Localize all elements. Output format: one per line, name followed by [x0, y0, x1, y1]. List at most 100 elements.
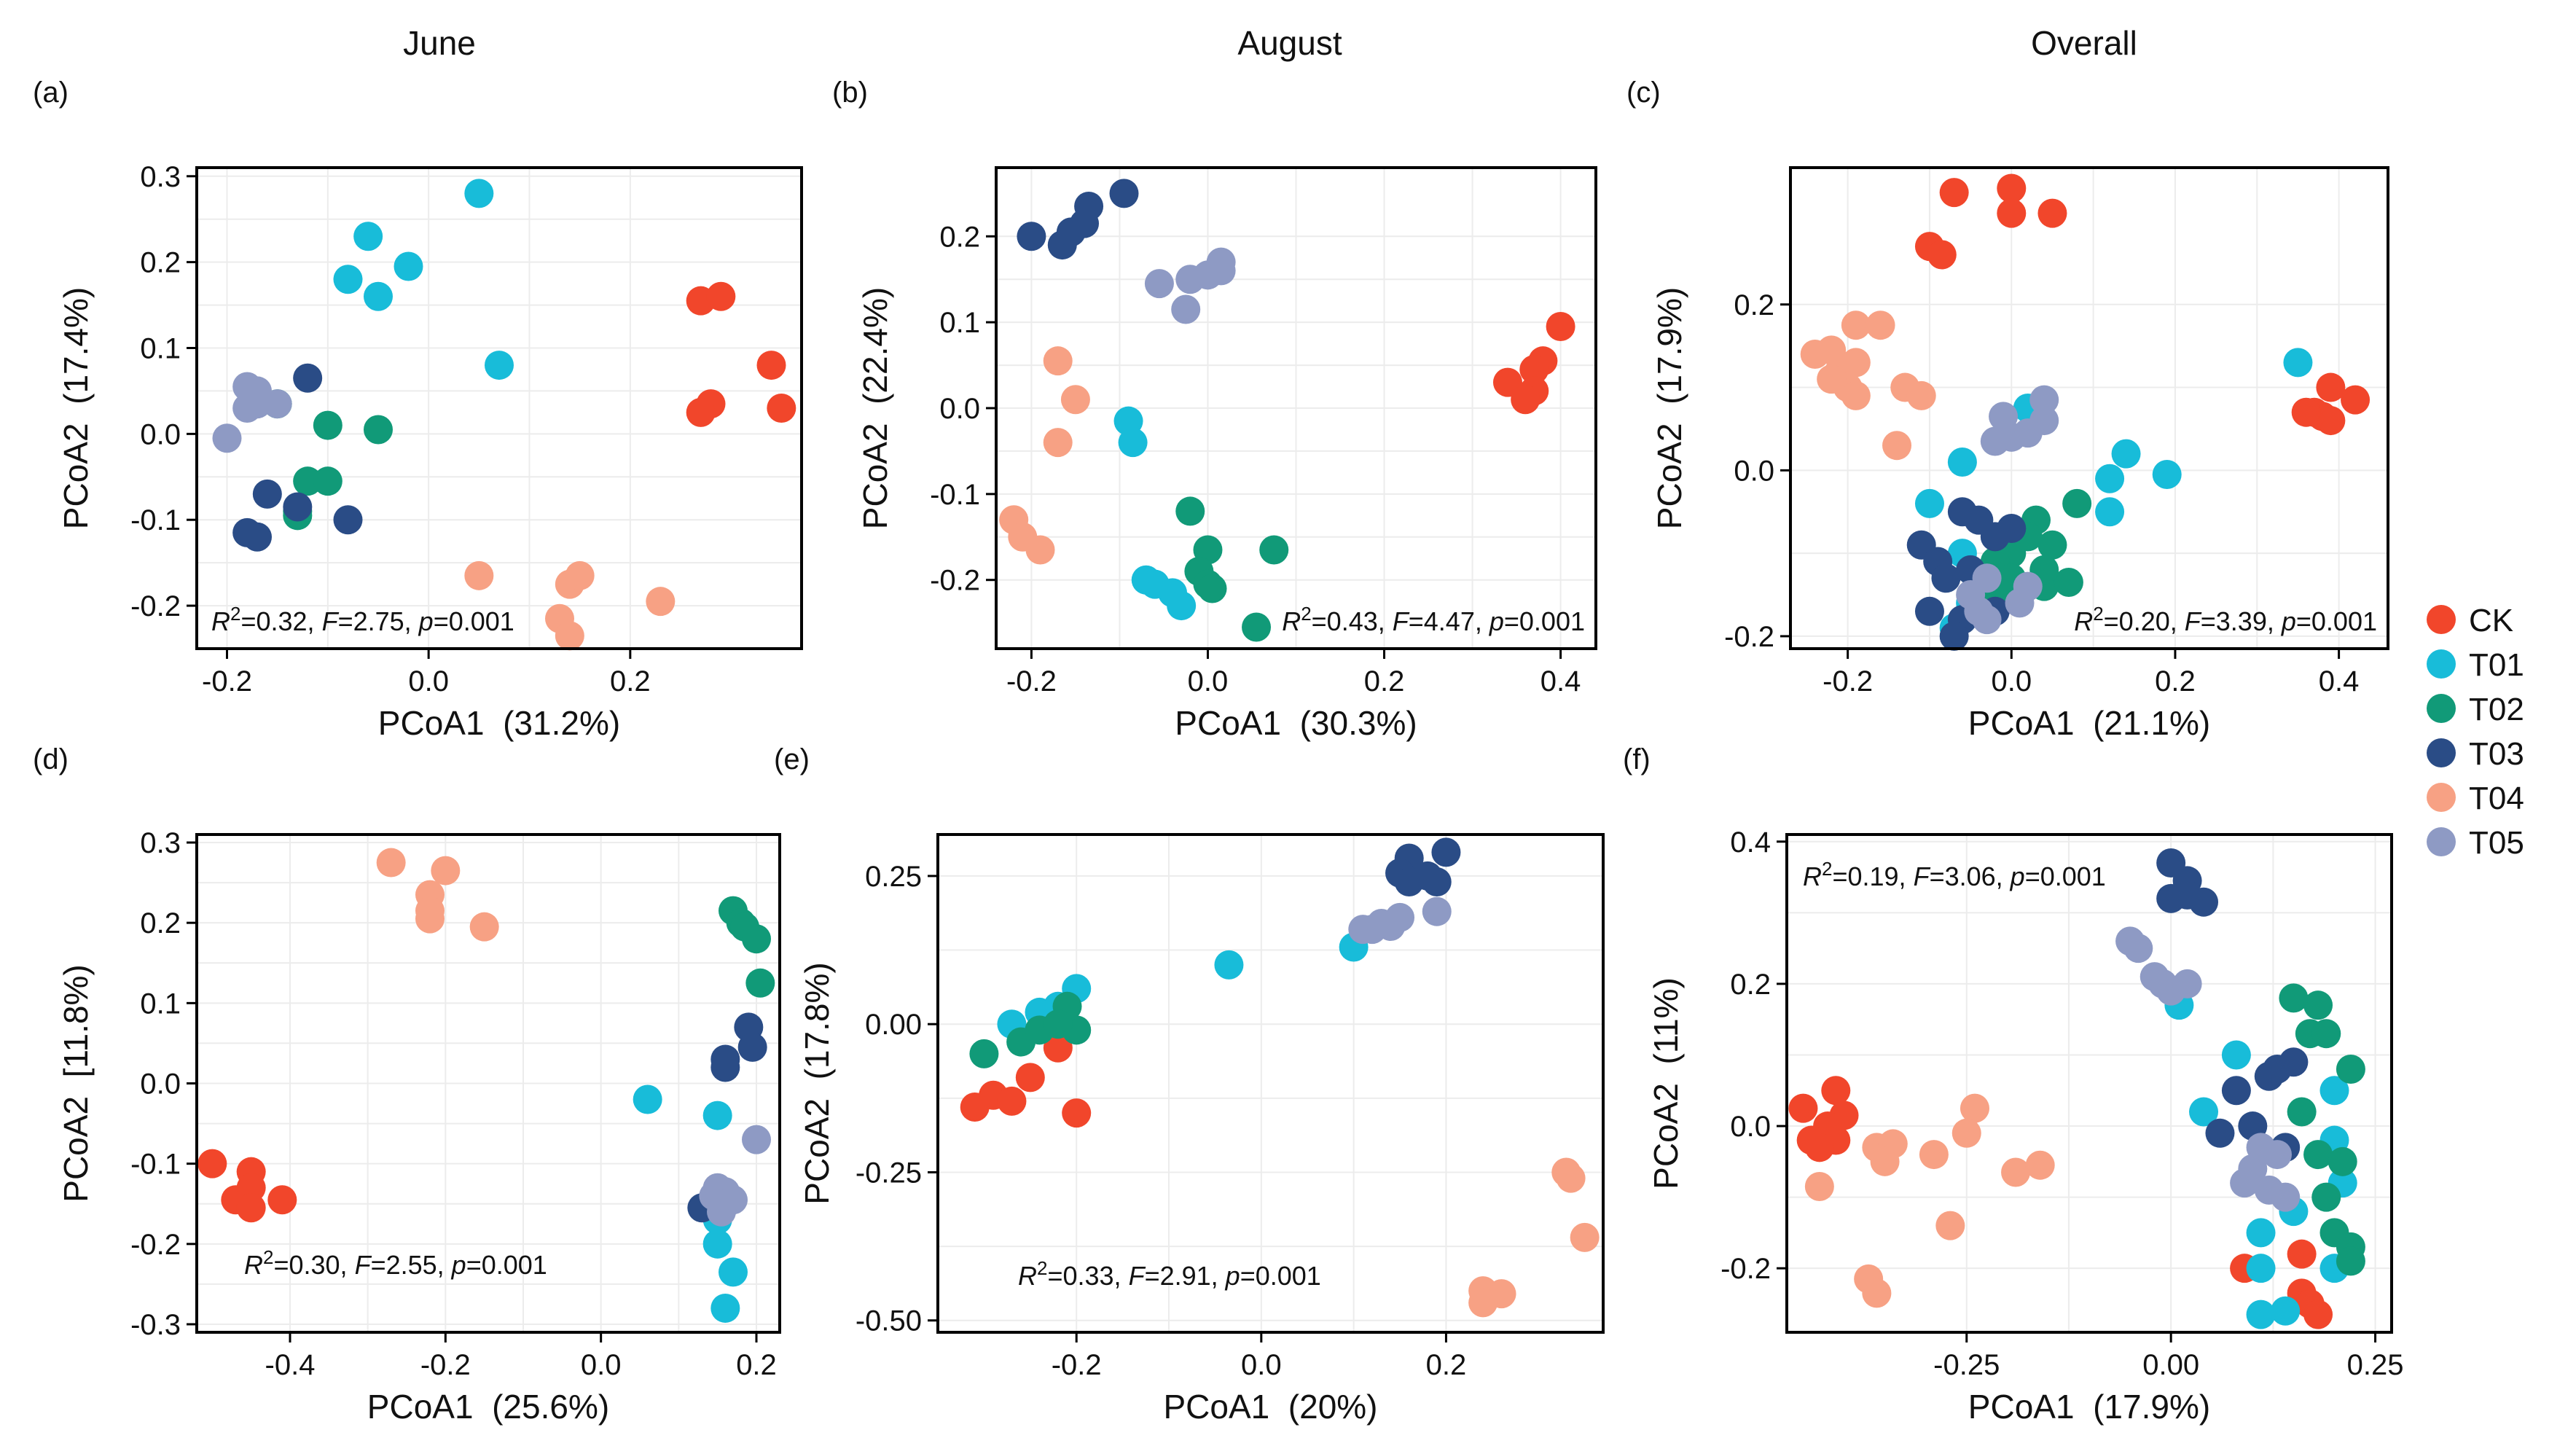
grid: [996, 168, 1596, 649]
point-t02: [1259, 535, 1289, 565]
point-t04: [1882, 431, 1912, 461]
column-title-1: August: [1237, 24, 1342, 62]
point-t04: [1043, 428, 1073, 458]
y-tick-label: 0.3: [140, 161, 181, 193]
x-tick-label: 0.25: [2347, 1349, 2404, 1381]
point-ck: [686, 397, 716, 427]
point-t02: [2311, 1019, 2341, 1049]
point-t04: [1468, 1288, 1498, 1318]
point-t04: [1960, 1093, 1989, 1123]
x-tick-label: 0.4: [2319, 665, 2360, 697]
y-tick-label: 0.2: [1730, 969, 1771, 1001]
panel-label: (a): [33, 77, 68, 109]
panel-label: (e): [774, 743, 810, 775]
point-t04: [1025, 535, 1055, 565]
panel-label: (d): [33, 743, 68, 775]
point-t02: [2062, 488, 2092, 518]
permanova-stats: R2=0.20, F=3.39, p=0.001: [2074, 603, 2377, 636]
point-t04: [1866, 310, 1895, 340]
legend-label-t02: T02: [2469, 692, 2524, 727]
point-t01: [2246, 1254, 2276, 1283]
y-axis: -0.2 -0.1 0.0 0.1 0.2 PCoA2 (22.4%): [856, 221, 996, 597]
point-t01: [1167, 591, 1197, 621]
point-t04: [646, 587, 676, 617]
point-t01: [333, 265, 363, 294]
point-t03: [1422, 867, 1452, 897]
y-tick-label: -0.1: [130, 504, 181, 536]
x-axis: -0.2 0.0 0.2 0.4 PCoA1 (21.1%): [1823, 649, 2359, 742]
point-t04: [2001, 1157, 2031, 1187]
legend-swatch-t05: [2427, 827, 2456, 856]
point-t05: [212, 423, 242, 453]
legend-swatch-t04: [2427, 783, 2456, 812]
point-t05: [1206, 247, 1236, 277]
x-axis: -0.2 0.0 0.2 0.4 PCoA1 (30.3%): [1006, 649, 1581, 742]
point-t02: [2311, 1182, 2341, 1212]
x-tick-label: 0.4: [1540, 665, 1581, 697]
point-t01: [1947, 447, 1977, 477]
point-t03: [2221, 1076, 2251, 1106]
point-t04: [1919, 1140, 1949, 1170]
point-ck: [2291, 397, 2321, 427]
x-tick-label: 0.0: [1991, 665, 2032, 697]
column-title-0: June: [403, 24, 476, 62]
y-tick-label: -0.1: [930, 479, 980, 511]
point-t01: [2189, 1097, 2219, 1127]
point-t04: [1870, 1146, 1900, 1176]
point-t05: [2271, 1182, 2301, 1212]
y-tick-label: 0.25: [865, 861, 922, 893]
x-axis-title: PCoA1 (31.2%): [378, 704, 620, 742]
point-t03: [737, 1032, 767, 1062]
plot-frame: [1785, 833, 2393, 1334]
point-t03: [1939, 621, 1969, 651]
point-t05: [1357, 915, 1387, 945]
x-tick-label: 0.2: [736, 1349, 777, 1381]
permanova-stats: R2=0.43, F=4.47, p=0.001: [1282, 603, 1585, 636]
point-t01: [394, 251, 423, 281]
y-axis: -0.2 0.0 0.2 PCoA2 (17.9%): [1651, 287, 1790, 653]
point-t02: [745, 968, 775, 998]
point-ck: [1939, 178, 1969, 208]
point-t04: [2025, 1150, 2055, 1180]
point-ck: [767, 394, 796, 423]
point-t04: [555, 621, 584, 651]
point-t05: [1980, 426, 2010, 456]
point-t03: [710, 1052, 740, 1082]
point-t01: [2271, 1296, 2301, 1326]
point-t05: [2230, 1168, 2260, 1198]
x-axis: -0.2 0.0 0.2 PCoA1 (31.2%): [202, 649, 651, 742]
x-axis-title: PCoA1 (21.1%): [1968, 704, 2210, 742]
point-t02: [2287, 1097, 2317, 1127]
x-axis: -0.2 0.0 0.2 PCoA1 (20%): [1052, 1332, 1466, 1426]
point-t02: [2279, 983, 2309, 1013]
y-tick-label: 0.2: [140, 247, 181, 279]
point-t05: [2005, 588, 2035, 618]
point-t04: [1906, 380, 1936, 410]
point-t03: [1431, 837, 1461, 867]
x-tick-label: -0.2: [1006, 665, 1057, 697]
y-tick-label: -0.50: [856, 1305, 922, 1337]
point-ck: [960, 1093, 990, 1122]
legend-swatch-t03: [2427, 738, 2456, 767]
y-tick-label: -0.3: [130, 1309, 181, 1341]
panel-b: (b) -0.2 0.0 0.2 0.4 PCoA1 (30.3%) -0.2 -0.1 0.0…: [832, 77, 1597, 742]
y-axis-title: PCoA2 (17.8%): [798, 962, 836, 1204]
y-axis-title: PCoA2 (11%): [1647, 977, 1685, 1189]
point-t02: [2037, 530, 2067, 560]
panel-label: (b): [832, 77, 868, 109]
y-tick-label: -0.2: [1720, 1253, 1771, 1285]
x-axis-title: PCoA1 (30.3%): [1175, 704, 1417, 742]
point-t01: [719, 1257, 748, 1287]
y-axis-title: PCoA2 (17.4%): [57, 287, 95, 529]
point-ck: [2303, 1299, 2333, 1329]
x-tick-label: -0.2: [1823, 665, 1873, 697]
point-ck: [2287, 1239, 2317, 1269]
point-t01: [464, 179, 494, 208]
point-t02: [742, 924, 771, 954]
point-t05: [2172, 969, 2202, 998]
y-tick-label: -0.25: [856, 1157, 922, 1189]
panel-label: (c): [1626, 77, 1661, 109]
point-ck: [1997, 198, 2027, 228]
point-t01: [2095, 464, 2125, 493]
